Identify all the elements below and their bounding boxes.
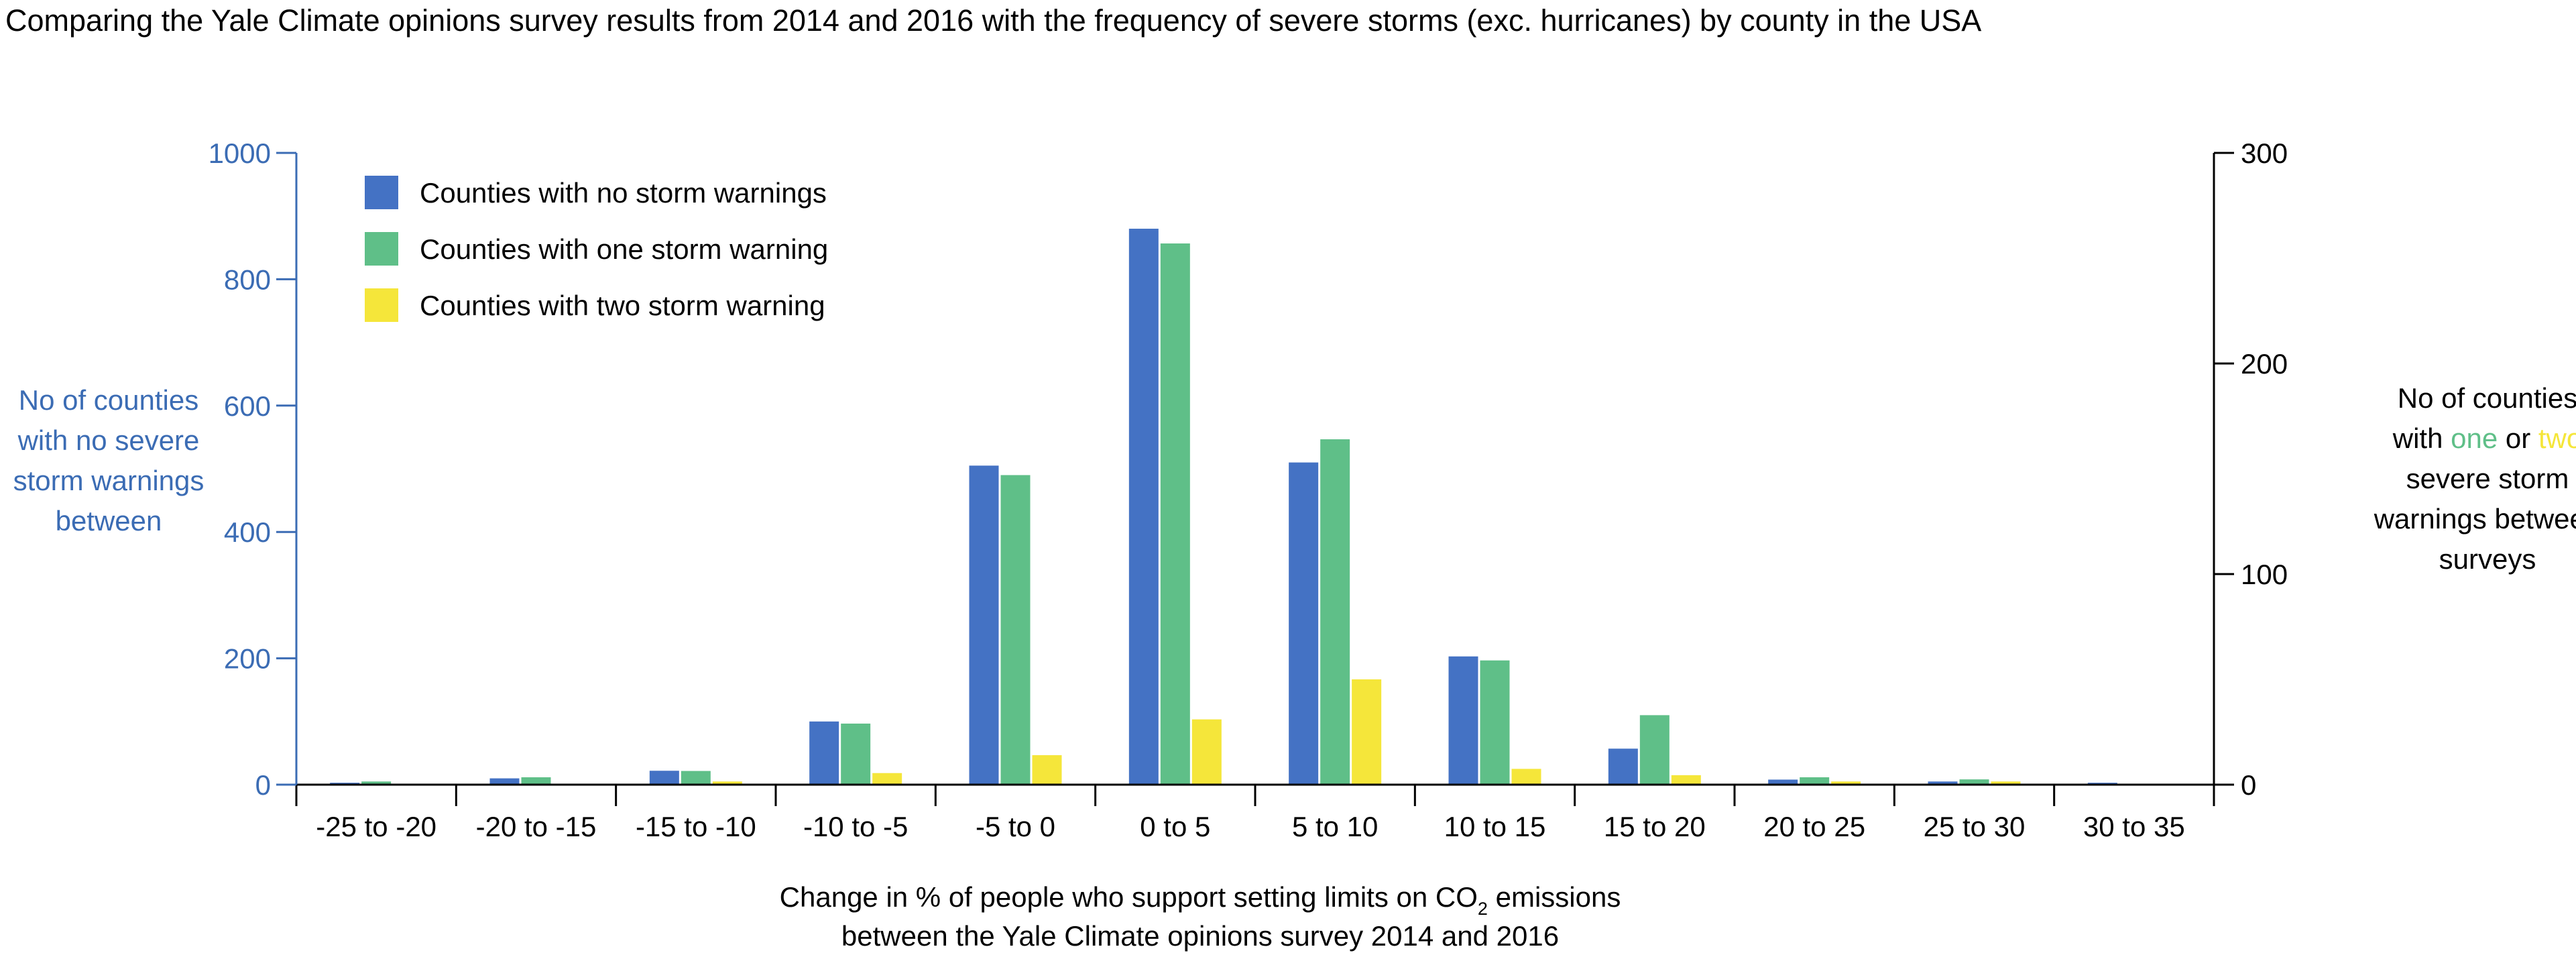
bar-no-warning-1	[489, 778, 520, 785]
y-right-axis-title-segment: warnings between	[2374, 503, 2576, 535]
bar-one-warning-9	[1800, 777, 1830, 785]
y-right-axis-title-segment: severe storm	[2406, 463, 2569, 494]
x-tick-label: -25 to -20	[316, 811, 436, 842]
y-left-axis-title-line: between	[56, 505, 162, 537]
bar-no-warning-4	[969, 465, 999, 785]
x-axis-title-line1: Change in % of people who support settin…	[780, 881, 1621, 919]
bars-layer	[330, 229, 2117, 785]
bar-one-warning-8	[1639, 715, 1670, 785]
legend-label: Counties with one storm warning	[420, 233, 828, 265]
x-tick-label: 5 to 10	[1292, 811, 1378, 842]
y-left-tick-label: 800	[224, 264, 271, 295]
x-tick-label: 10 to 15	[1444, 811, 1546, 842]
x-tick-label: 0 to 5	[1140, 811, 1210, 842]
bar-two-warning-9	[1831, 781, 1861, 785]
y-left-axis-title-line: No of counties	[19, 384, 199, 416]
x-tick-label: -5 to 0	[976, 811, 1055, 842]
y-left-tick-label: 400	[224, 516, 271, 548]
legend-label: Counties with no storm warnings	[420, 177, 827, 209]
x-tick-label: -20 to -15	[476, 811, 597, 842]
bar-one-warning-4	[1000, 475, 1031, 785]
bar-two-warning-5	[1191, 719, 1222, 785]
x-tick-label: -10 to -5	[803, 811, 908, 842]
y-left-tick-label: 200	[224, 643, 271, 675]
axis-titles: No of counties with no severe storm warnin…	[13, 382, 2576, 952]
bar-no-warning-2	[649, 771, 679, 785]
bar-no-warning-9	[1768, 779, 1798, 785]
legend-swatch	[365, 232, 398, 266]
bar-one-warning-6	[1320, 439, 1350, 785]
y-right-tick-label: 100	[2241, 559, 2288, 590]
bar-one-warning-2	[681, 771, 711, 785]
y-right-axis-title-segment: one	[2451, 423, 2498, 454]
bar-no-warning-10	[1928, 781, 1958, 785]
x-axis-title-line2: between the Yale Climate opinions survey…	[841, 920, 1559, 952]
y-right-axis-title-segment: with	[2392, 423, 2451, 454]
y-right-axis-title-segment: surveys	[2439, 543, 2536, 575]
y-right-axis-title: No of counties with one or two severe stor…	[2374, 382, 2576, 575]
bar-two-warning-8	[1671, 775, 1701, 785]
legend-swatch	[365, 288, 398, 322]
y-left-axis-title-line: storm warnings	[13, 465, 204, 496]
y-left-axis-title: No of counties with no severe storm warnin…	[13, 384, 204, 537]
bar-one-warning-0	[361, 781, 392, 785]
bar-no-warning-8	[1608, 748, 1638, 785]
bar-one-warning-7	[1480, 660, 1510, 785]
y-right-tick-label: 200	[2241, 348, 2288, 380]
legend: Counties with no storm warnings Counties …	[365, 176, 828, 322]
bar-one-warning-10	[1959, 779, 1989, 785]
y-left-tick-label: 600	[224, 390, 271, 422]
x-tick-label: 30 to 35	[2083, 811, 2185, 842]
bar-no-warning-3	[809, 721, 839, 785]
y-right-axis-title-segment: two	[2538, 423, 2576, 454]
axes-layer: -25 to -20 -20 to -15 -15 to -10 -10 to -5 -…	[209, 137, 2288, 842]
y-right-axis-title-segment: or	[2498, 423, 2538, 454]
y-left-tick-label: 1000	[209, 137, 271, 169]
bar-two-warning-4	[1032, 755, 1062, 785]
bar-two-warning-6	[1352, 679, 1382, 785]
chart-title: Comparing the Yale Climate opinions surv…	[5, 3, 1981, 38]
x-tick-label: 15 to 20	[1604, 811, 1706, 842]
bar-no-warning-7	[1448, 656, 1478, 785]
x-tick-label: -15 to -10	[636, 811, 756, 842]
bar-two-warning-2	[712, 781, 742, 785]
x-tick-label: 25 to 30	[1924, 811, 2026, 842]
legend-label: Counties with two storm warning	[420, 290, 825, 321]
bar-no-warning-5	[1128, 229, 1159, 785]
legend-swatch	[365, 176, 398, 209]
bar-one-warning-5	[1160, 243, 1190, 785]
y-right-tick-label: 300	[2241, 137, 2288, 169]
bar-one-warning-1	[521, 777, 551, 785]
x-tick-label: 20 to 25	[1763, 811, 1865, 842]
bar-one-warning-3	[841, 723, 871, 785]
bar-two-warning-10	[1991, 781, 2021, 785]
bar-two-warning-7	[1511, 769, 1541, 785]
bar-two-warning-3	[872, 773, 902, 785]
y-right-tick-label: 0	[2241, 769, 2256, 801]
y-right-axis-title-segment: No of counties	[2398, 382, 2576, 414]
y-left-axis-title-line: with no severe	[17, 425, 200, 456]
bar-no-warning-6	[1289, 462, 1319, 785]
y-left-tick-label: 0	[255, 769, 271, 801]
